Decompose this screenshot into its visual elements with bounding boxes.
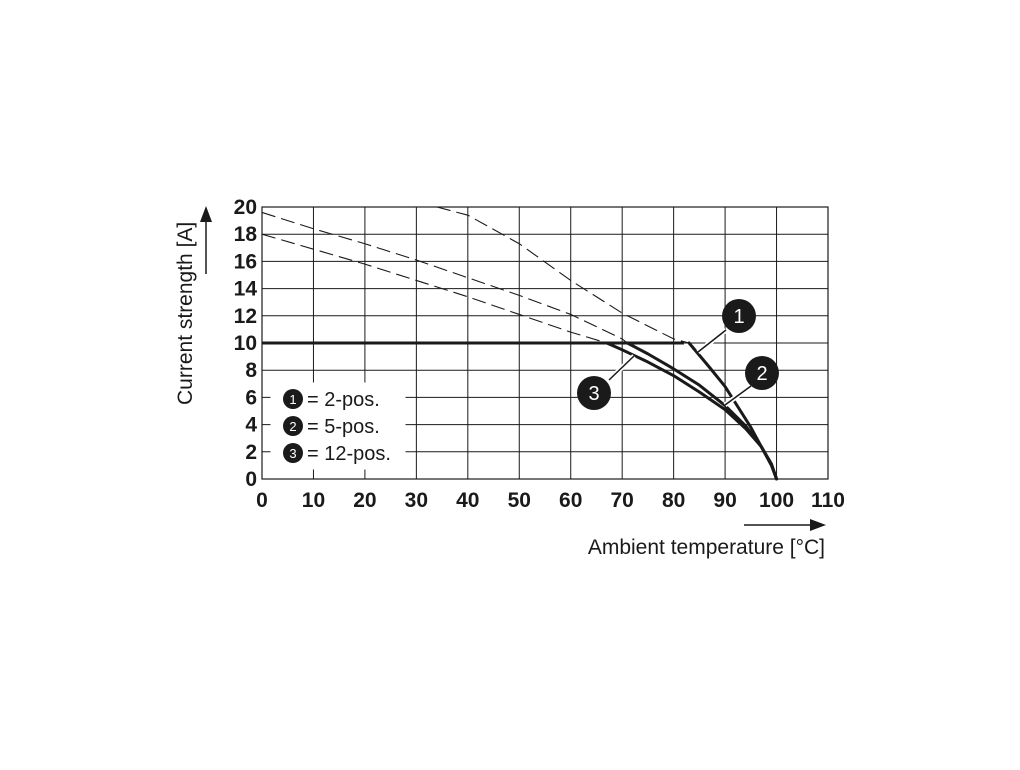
- series-group: [261, 206, 779, 481]
- x-tick-label: 40: [456, 489, 479, 512]
- y-tick-label: 0: [245, 468, 257, 491]
- x-tick-label: 50: [508, 489, 531, 512]
- callout-badge: [722, 299, 756, 333]
- callout-badge-number: 3: [588, 383, 599, 405]
- series-1-dashed-line: [436, 206, 690, 344]
- series-3-dashed-line: [261, 233, 607, 344]
- series-3-derating-line: [605, 341, 779, 481]
- y-tick-label: 2: [245, 441, 257, 464]
- x-tick-label: 100: [759, 489, 794, 512]
- x-tick-label: 110: [811, 489, 845, 512]
- y-tick-label: 18: [234, 223, 258, 246]
- legend: 1 = 2-pos. 2 = 5-pos. 3 = 12-pos.: [270, 382, 406, 470]
- y-tick-label: 16: [234, 250, 257, 273]
- x-tick-label: 80: [662, 489, 685, 512]
- callouts: 1 2 3: [577, 299, 779, 410]
- callout-badge-number: 2: [756, 363, 767, 385]
- callout-leader-line: [724, 385, 752, 406]
- x-tick-label: 90: [713, 489, 736, 512]
- legend-marker: [283, 416, 303, 436]
- legend-entry-label: = 5-pos.: [307, 416, 380, 438]
- legend-marker-number: 3: [289, 446, 296, 461]
- legend-entry-label: = 2-pos.: [307, 389, 380, 411]
- x-axis-arrow: [744, 519, 826, 531]
- y-tick-label: 8: [245, 359, 257, 382]
- y-tick-label: 10: [234, 332, 257, 355]
- y-tick-label: 14: [234, 278, 258, 301]
- y-axis-arrow: [200, 206, 212, 274]
- tick-labels: 0 10 20 30 40 50 60 70 80 90 100 110024681012141618…: [234, 196, 845, 512]
- y-tick-label: 4: [245, 414, 257, 437]
- y-axis-label: Current strength [A]: [174, 222, 197, 405]
- callout-badge: [745, 356, 779, 390]
- callout-leader-line: [697, 329, 727, 353]
- x-tick-label: 70: [611, 489, 634, 512]
- legend-entry-label: = 12-pos.: [307, 443, 391, 465]
- x-tick-label: 0: [256, 489, 268, 512]
- legend-marker-number: 1: [289, 392, 296, 407]
- callout-leader-line: [608, 355, 635, 381]
- callout-badge-number: 1: [733, 306, 744, 328]
- y-tick-label: 12: [234, 305, 257, 328]
- legend-marker: [283, 389, 303, 409]
- series-2-dashed-line: [261, 211, 628, 344]
- x-tick-label: 20: [353, 489, 376, 512]
- callout-badge: [577, 376, 611, 410]
- x-tick-label: 10: [302, 489, 325, 512]
- x-axis-label: Ambient temperature [°C]: [588, 536, 825, 559]
- legend-marker-number: 2: [289, 419, 296, 434]
- y-tick-label: 6: [245, 386, 257, 409]
- x-tick-label: 30: [405, 489, 428, 512]
- y-tick-label: 20: [234, 196, 257, 219]
- legend-marker: [283, 443, 303, 463]
- x-tick-label: 60: [559, 489, 582, 512]
